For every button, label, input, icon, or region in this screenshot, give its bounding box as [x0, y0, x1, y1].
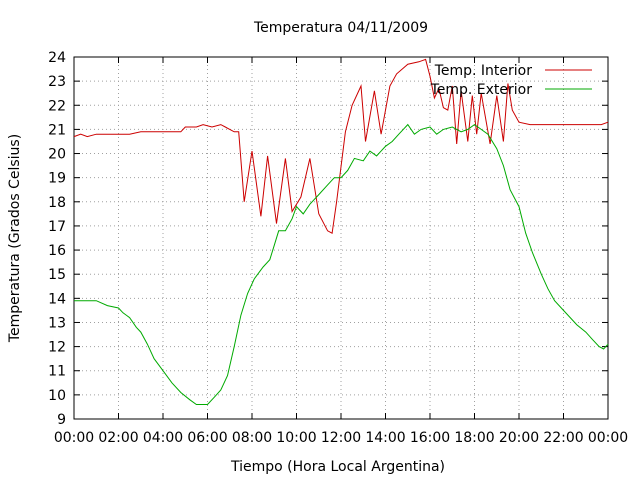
x-tick-label: 00:00: [588, 430, 628, 446]
series-line-interior: [73, 58, 609, 234]
y-tick-label: 19: [48, 171, 66, 187]
y-axis: 9 10 11 12 13 14 15 16 17 18 19 20 21 22 23 24: [48, 50, 608, 428]
x-tick-label: 10:00: [276, 430, 316, 446]
y-tick-label: 14: [48, 291, 66, 307]
chart-title: Temperatura 04/11/2009: [253, 20, 428, 36]
y-tick-label: 17: [48, 219, 66, 235]
y-tick-label: 13: [48, 315, 66, 331]
y-tick-label: 15: [48, 267, 66, 283]
y-tick-label: 11: [48, 364, 66, 380]
x-tick-label: 06:00: [187, 430, 227, 446]
x-tick-label: 12:00: [321, 430, 361, 446]
x-axis-label: Tiempo (Hora Local Argentina): [230, 459, 445, 475]
x-axis: 00:00 02:00 04:00 06:00 08:00 10:00 12:00 14:00…: [54, 57, 628, 446]
x-tick-label: 16:00: [410, 430, 450, 446]
x-tick-label: 04:00: [143, 430, 183, 446]
x-tick-label: 14:00: [365, 430, 405, 446]
y-tick-label: 23: [48, 74, 66, 90]
y-tick-label: 21: [48, 122, 66, 138]
y-tick-label: 22: [48, 98, 66, 114]
y-tick-label: 10: [48, 388, 66, 404]
x-tick-label: 08:00: [232, 430, 272, 446]
series-line-exterior: [74, 123, 609, 405]
y-tick-label: 20: [48, 147, 66, 163]
x-tick-label: 00:00: [54, 430, 94, 446]
y-tick-label: 18: [48, 195, 66, 211]
y-axis-label: Temperatura (Grados Celsius): [7, 134, 23, 343]
y-tick-label: 16: [48, 243, 66, 259]
x-tick-label: 02:00: [98, 430, 138, 446]
series-layer: [73, 58, 609, 405]
legend-label-exterior: Temp. Exterior: [430, 82, 533, 98]
y-tick-label: 9: [57, 412, 66, 428]
x-tick-label: 18:00: [454, 430, 494, 446]
x-tick-label: 22:00: [543, 430, 583, 446]
y-tick-label: 24: [48, 50, 66, 66]
x-tick-label: 20:00: [499, 430, 539, 446]
grid: [74, 57, 608, 419]
legend-label-interior: Temp. Interior: [434, 63, 533, 79]
y-tick-label: 12: [48, 340, 66, 356]
legend: Temp. Interior Temp. Exterior: [430, 63, 592, 98]
